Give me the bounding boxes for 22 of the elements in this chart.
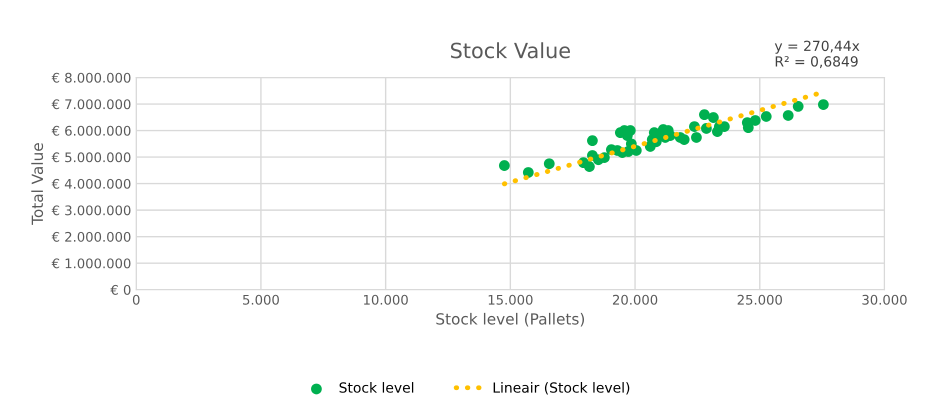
x-tick-label: 10.000 [364,294,408,305]
x-tick-label: 25.000 [738,294,782,305]
y-tick-label: € 3.000.000 [52,205,130,216]
chart-title: Stock Value [450,42,570,58]
x-tick-label: 0 [132,294,140,305]
x-tick-label: 15.000 [488,294,533,305]
legend-label: Lineair (Stock level) [494,382,630,394]
y-tick-label: € 0 [110,284,130,295]
y-tick-label: € 5.000.000 [52,152,130,162]
x-axis-title: Stock level (Pallets) [436,312,584,326]
x-tick-label: 20.000 [612,294,658,305]
y-axis-title: Total Value [31,143,44,225]
y-tick-label: € 4.000.000 [52,178,130,189]
legend-label: Stock level [340,382,414,393]
y-tick-label: € 2.000.000 [52,232,130,242]
x-tick-label: 30.000 [862,294,907,305]
y-tick-label: € 7.000.000 [52,99,130,110]
text: y = 270,44x R² = 0,6849 [774,40,860,68]
y-tick-label: € 1.000.000 [52,258,130,268]
y-tick-label: € 8.000.000 [52,72,130,83]
x-tick-label: 5.000 [243,294,279,305]
y-tick-label: € 6.000.000 [52,126,130,136]
